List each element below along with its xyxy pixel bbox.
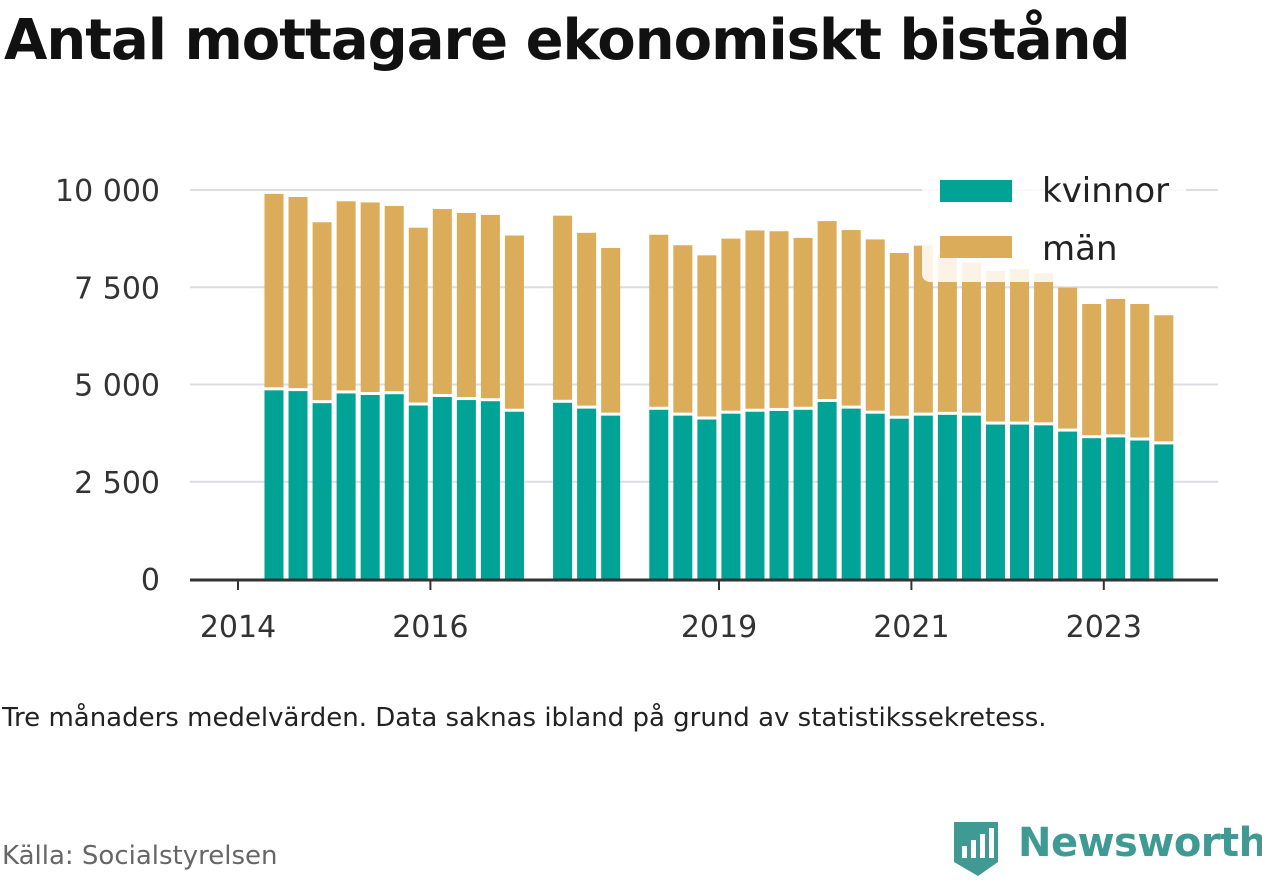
bar-kvinnor — [817, 402, 837, 579]
bar-man — [985, 270, 1005, 422]
newsworthy-logo-icon — [954, 822, 998, 876]
bar-kvinnor — [432, 396, 452, 579]
legend-label-man: män — [1042, 229, 1118, 269]
bar-kvinnor — [601, 415, 621, 579]
bar-kvinnor — [865, 413, 885, 579]
bar-kvinnor — [553, 402, 573, 579]
bar-kvinnor — [841, 408, 861, 579]
bar-kvinnor — [480, 401, 500, 579]
bar-man — [384, 205, 404, 392]
bar-man — [649, 234, 669, 407]
y-tick-label: 10 000 — [55, 174, 160, 209]
bar-man — [913, 245, 933, 413]
legend-swatch-kvinnor — [940, 180, 1012, 202]
bar-man — [288, 197, 308, 389]
bar-man — [793, 237, 813, 407]
bar-kvinnor — [504, 411, 524, 579]
bar-man — [865, 239, 885, 411]
bar-kvinnor — [1154, 444, 1174, 579]
bar-man — [937, 254, 957, 412]
bar-kvinnor — [745, 411, 765, 579]
source-credit: Källa: Socialstyrelsen — [2, 841, 278, 871]
x-tick-label: 2016 — [392, 610, 468, 645]
x-tick-label: 2014 — [200, 610, 276, 645]
bar-man — [408, 227, 428, 403]
bar-kvinnor — [1130, 440, 1150, 579]
bar-man — [961, 262, 981, 413]
brand-name: Newsworthy — [1018, 820, 1262, 866]
bar-man — [1034, 273, 1054, 423]
chart-note: Tre månaders medelvärden. Data saknas ib… — [2, 703, 1047, 733]
bar-man — [1082, 303, 1102, 436]
y-tick-label: 7 500 — [74, 271, 160, 306]
bar-man — [889, 253, 909, 416]
bar-kvinnor — [1058, 431, 1078, 579]
bar-man — [432, 209, 452, 394]
bar-kvinnor — [1010, 424, 1030, 579]
bar-kvinnor — [384, 394, 404, 579]
bar-kvinnor — [577, 408, 597, 579]
bar-man — [745, 230, 765, 409]
bar-kvinnor — [697, 419, 717, 579]
y-axis-tick-labels: 0 2 500 5 000 7 500 10 000 — [55, 174, 160, 598]
bar-kvinnor — [456, 400, 476, 579]
bar-man — [817, 221, 837, 400]
bar-man — [264, 193, 284, 388]
bar-man — [769, 231, 789, 408]
bar-kvinnor — [312, 403, 332, 579]
chart-title: Antal mottagare ekonomiskt bistånd — [4, 8, 1131, 73]
bar-kvinnor — [1082, 438, 1102, 579]
bar-kvinnor — [937, 414, 957, 579]
bar-man — [577, 232, 597, 406]
bar-man — [553, 215, 573, 400]
bar-kvinnor — [336, 393, 356, 579]
bar-man — [841, 230, 861, 406]
bar-man — [601, 247, 621, 413]
bar-man — [1058, 287, 1078, 429]
bar-man — [312, 222, 332, 401]
legend-label-kvinnor: kvinnor — [1042, 171, 1169, 211]
bar-man — [1010, 268, 1030, 422]
x-tick-label: 2021 — [873, 610, 949, 645]
x-tick-label: 2019 — [681, 610, 757, 645]
bar-man — [721, 238, 741, 411]
bar-kvinnor — [408, 405, 428, 579]
bar-kvinnor — [264, 390, 284, 579]
x-axis — [190, 578, 1218, 590]
legend-swatch-man — [940, 236, 1012, 258]
bar-kvinnor — [985, 424, 1005, 579]
bar-kvinnor — [889, 418, 909, 579]
bar-man — [673, 245, 693, 413]
x-axis-tick-labels: 2014 2016 2019 2021 2023 — [200, 610, 1142, 645]
bar-kvinnor — [673, 415, 693, 579]
bar-kvinnor — [793, 409, 813, 579]
bar-kvinnor — [288, 391, 308, 579]
bar-kvinnor — [721, 413, 741, 579]
legend: kvinnor män — [922, 162, 1186, 282]
y-tick-label: 2 500 — [74, 466, 160, 501]
bar-man — [1130, 303, 1150, 438]
y-tick-label: 5 000 — [74, 369, 160, 404]
bar-man — [360, 202, 380, 393]
bar-man — [1154, 315, 1174, 442]
bar-kvinnor — [769, 410, 789, 579]
bar-man — [697, 255, 717, 417]
bar-man — [336, 201, 356, 391]
bar-man — [480, 214, 500, 399]
bar-man — [504, 235, 524, 409]
newsworthy-logo[interactable]: Newsworthy — [950, 818, 1262, 878]
bar-kvinnor — [961, 415, 981, 579]
bar-man — [1106, 298, 1126, 435]
bar-kvinnor — [913, 415, 933, 579]
bar-kvinnor — [649, 409, 669, 579]
bar-kvinnor — [360, 395, 380, 579]
x-tick-label: 2023 — [1066, 610, 1142, 645]
bar-kvinnor — [1034, 425, 1054, 579]
bar-man — [456, 212, 476, 398]
bar-kvinnor — [1106, 437, 1126, 579]
bar-group — [264, 193, 1174, 579]
y-tick-label: 0 — [141, 563, 160, 598]
